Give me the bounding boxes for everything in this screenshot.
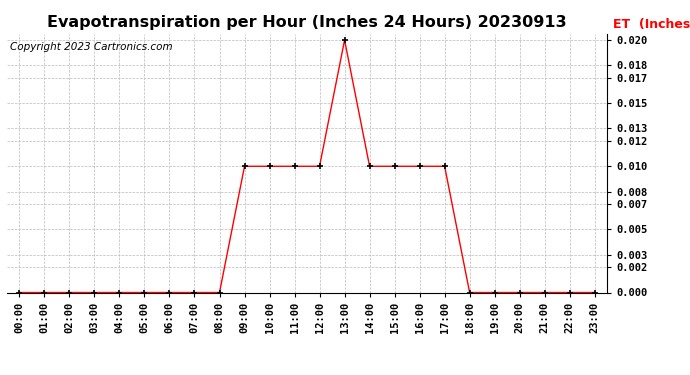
Text: Copyright 2023 Cartronics.com: Copyright 2023 Cartronics.com xyxy=(10,42,172,51)
Text: ET  (Inches): ET (Inches) xyxy=(613,18,690,31)
Title: Evapotranspiration per Hour (Inches 24 Hours) 20230913: Evapotranspiration per Hour (Inches 24 H… xyxy=(47,15,567,30)
